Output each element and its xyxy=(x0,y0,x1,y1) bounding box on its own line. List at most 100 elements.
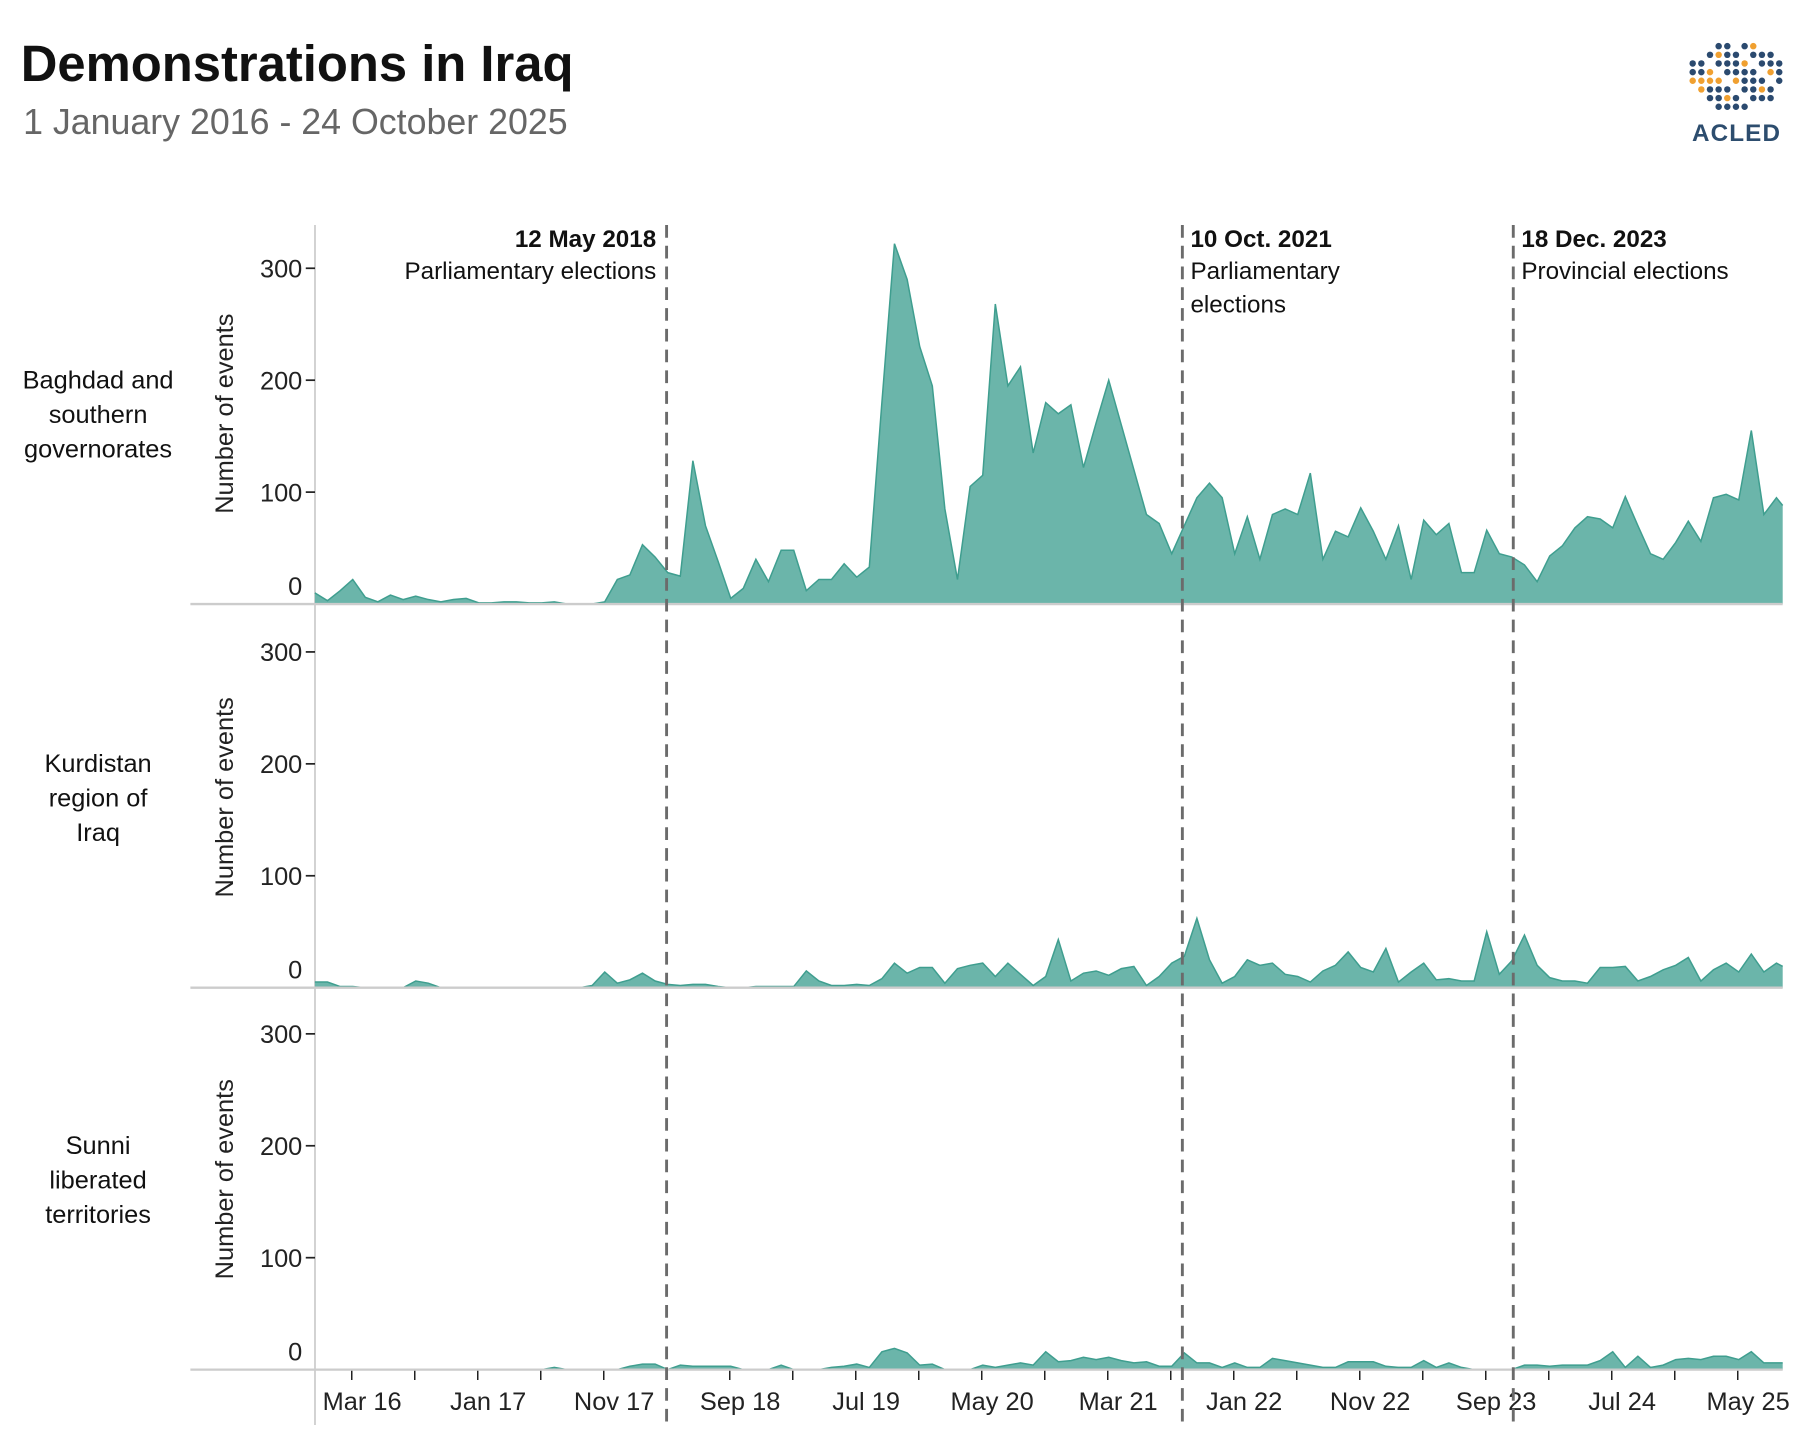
logo-dot xyxy=(1706,51,1714,59)
logo-dot xyxy=(1732,51,1740,59)
logo-dot xyxy=(1724,60,1731,67)
x-tick-label: Mar 16 xyxy=(323,1388,402,1416)
annotation-date: 12 May 2018 xyxy=(515,226,656,253)
logo-dot xyxy=(1715,86,1722,93)
y-tick-label: 300 xyxy=(260,256,302,284)
logo-dot xyxy=(1776,77,1783,84)
logo-dot xyxy=(1741,103,1748,110)
logo-dot xyxy=(1689,60,1696,67)
logo-dot xyxy=(1715,94,1722,102)
x-tick-label: Jan 17 xyxy=(450,1388,526,1416)
annotation-date: 18 Dec. 2023 xyxy=(1521,226,1666,253)
y-tick-label: 0 xyxy=(288,573,302,601)
logo-dot xyxy=(1706,94,1714,102)
logo-dot xyxy=(1767,60,1774,67)
logo-dot xyxy=(1698,60,1705,67)
logo-dot xyxy=(1689,77,1696,84)
x-tick-label: Mar 21 xyxy=(1079,1388,1158,1416)
logo-dot xyxy=(1758,86,1766,93)
logo-dot xyxy=(1750,94,1757,102)
logo-dot xyxy=(1724,103,1731,110)
panel-2: 0 100 200 300 Number of events Sunni liberated… xyxy=(45,1021,1783,1371)
logo-dot xyxy=(1706,77,1714,84)
logo-dot xyxy=(1706,68,1714,76)
chart-title: Demonstrations in Iraq xyxy=(21,35,574,92)
logo-dot xyxy=(1767,94,1774,102)
logo-dot xyxy=(1741,42,1748,50)
x-tick-label: May 25 xyxy=(1707,1388,1790,1416)
x-tick-label: Jul 24 xyxy=(1588,1388,1656,1416)
row-label-line: liberated xyxy=(49,1166,146,1194)
row-label-line: region of xyxy=(49,785,149,813)
logo-dot xyxy=(1698,86,1705,93)
chart-subtitle: 1 January 2016 - 24 October 2025 xyxy=(23,102,568,142)
row-label-line: territories xyxy=(45,1201,151,1229)
globe-dots-icon xyxy=(1689,42,1783,110)
area-series xyxy=(314,243,1783,605)
x-tick-label: Sep 23 xyxy=(1456,1388,1536,1416)
logo-dot xyxy=(1724,42,1731,50)
logo-dot xyxy=(1750,51,1757,59)
x-tick-label: Jan 22 xyxy=(1206,1388,1282,1416)
y-tick-label: 300 xyxy=(260,1021,302,1049)
area-series xyxy=(314,1348,1783,1370)
logo-dot xyxy=(1715,60,1722,67)
panel-0: 0 100 200 300 Number of events Baghdad and sou… xyxy=(23,243,1784,606)
logo-dot xyxy=(1767,86,1774,93)
row-label-line: governorates xyxy=(24,436,172,464)
y-tick-label: 200 xyxy=(260,367,302,395)
y-axis-title: Number of events xyxy=(211,314,239,514)
logo-dot xyxy=(1715,77,1722,84)
logo-dot xyxy=(1724,68,1731,76)
logo-dot xyxy=(1776,68,1783,76)
x-tick-label: May 20 xyxy=(951,1388,1034,1416)
logo-dot xyxy=(1732,77,1740,84)
y-tick-label: 300 xyxy=(260,639,302,667)
x-tick-label: Sep 18 xyxy=(700,1388,780,1416)
logo-dot xyxy=(1732,94,1740,102)
annotation-text: Parliamentary elections xyxy=(404,258,656,285)
logo-dot xyxy=(1715,103,1722,110)
y-tick-label: 0 xyxy=(288,956,302,984)
logo-dot xyxy=(1758,60,1766,67)
annotation-text: elections xyxy=(1190,292,1286,319)
x-tick-label: Nov 22 xyxy=(1330,1388,1410,1416)
logo-dot xyxy=(1750,86,1757,93)
logo-dot xyxy=(1750,42,1757,50)
logo-dot xyxy=(1706,86,1714,93)
panel-1: 0 100 200 300 Number of events Kurdistan regio… xyxy=(44,639,1784,989)
x-tick-label: Jul 19 xyxy=(832,1388,900,1416)
logo-text: ACLED xyxy=(1692,120,1781,147)
logo-dot xyxy=(1758,51,1766,59)
logo-dot xyxy=(1741,68,1748,76)
y-axis-title: Number of events xyxy=(211,697,239,897)
row-label-line: Iraq xyxy=(76,819,120,847)
row-label-line: Kurdistan xyxy=(44,750,151,778)
logo-dot xyxy=(1776,60,1783,67)
row-label-line: southern xyxy=(49,401,148,429)
y-tick-label: 100 xyxy=(260,479,302,507)
logo-dot xyxy=(1758,77,1766,84)
annotation-text: Parliamentary xyxy=(1190,258,1340,285)
logo-dot xyxy=(1732,60,1740,67)
logo-dot xyxy=(1750,68,1757,76)
annotation-text: Provincial elections xyxy=(1521,258,1728,285)
row-label-line: Baghdad and xyxy=(23,366,174,394)
row-label: Kurdistan region of Iraq xyxy=(44,750,151,847)
logo-dot xyxy=(1698,68,1705,76)
logo-dot xyxy=(1724,94,1731,102)
x-tick-label: Nov 17 xyxy=(574,1388,654,1416)
logo-dot xyxy=(1741,86,1748,93)
y-tick-label: 200 xyxy=(260,1133,302,1161)
row-label: Sunni liberated territories xyxy=(45,1132,151,1229)
logo-dot xyxy=(1767,51,1774,59)
logo-dot xyxy=(1767,68,1774,76)
y-tick-label: 100 xyxy=(260,1245,302,1273)
logo-dot xyxy=(1715,42,1722,50)
plot-area: 0 100 200 300 Number of events Baghdad and sou… xyxy=(23,224,1790,1425)
logo-dot xyxy=(1724,86,1731,93)
logo-dot xyxy=(1732,68,1740,76)
logo-dot xyxy=(1741,60,1748,67)
logo-dot xyxy=(1741,77,1748,84)
